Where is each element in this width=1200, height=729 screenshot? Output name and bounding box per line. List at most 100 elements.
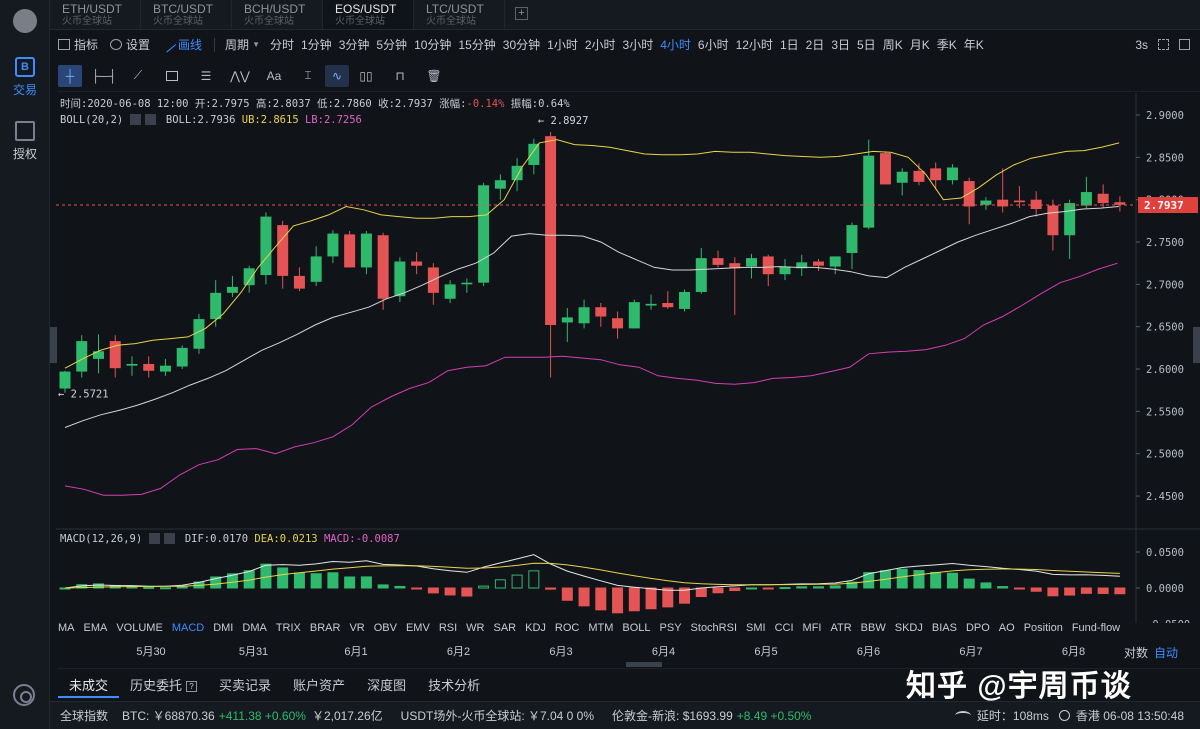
tab-eth-usdt[interactable]: ETH/USDT 火币全球站 — [50, 0, 141, 29]
period-option[interactable]: 30分钟 — [502, 38, 541, 52]
period-option[interactable]: 2日 — [805, 38, 825, 52]
period-option[interactable]: 3小时 — [622, 38, 654, 52]
indicator-tab[interactable]: Fund-flow — [1071, 622, 1121, 634]
indicator-tab[interactable]: DMI — [213, 622, 234, 634]
boll-settings-icon[interactable] — [129, 114, 141, 125]
settings-gear-icon[interactable] — [13, 684, 35, 706]
period-option[interactable]: 12小时 — [735, 38, 773, 52]
indicator-button[interactable]: 指标 — [58, 36, 98, 53]
tab-ltc-usdt[interactable]: LTC/USDT 火币全球站 — [414, 0, 505, 29]
indicator-tab[interactable]: KDJ — [525, 622, 546, 634]
lock-tool[interactable]: ⊓ — [383, 65, 417, 87]
left-collapse-handle[interactable] — [50, 327, 57, 363]
log-scale-button[interactable]: 对数 — [1124, 646, 1149, 660]
ruler-tool[interactable]: ⌶ — [291, 65, 325, 87]
indicator-tab[interactable]: EMA — [83, 622, 108, 634]
tab-technical-analysis[interactable]: 技术分析 — [428, 678, 481, 693]
tab-trade-records[interactable]: 买卖记录 — [219, 678, 272, 693]
expand-icon[interactable] — [1179, 39, 1190, 50]
settings-button[interactable]: 设置 — [110, 36, 150, 53]
indicator-tab[interactable]: MFI — [802, 622, 822, 634]
indicator-tab[interactable]: BOLL — [622, 622, 651, 634]
indicator-tab[interactable]: SMI — [746, 622, 766, 634]
indicator-tab[interactable]: CCI — [774, 622, 794, 634]
period-option[interactable]: 1分钟 — [301, 38, 332, 52]
boll-close-icon[interactable] — [144, 114, 156, 125]
macd-close-icon[interactable] — [163, 533, 175, 544]
rectangle-tool[interactable] — [155, 65, 189, 87]
tab-bch-usdt[interactable]: BCH/USDT 火币全球站 — [232, 0, 323, 29]
period-option[interactable]: 3日 — [831, 38, 850, 52]
fib-tool[interactable]: ☰ — [189, 65, 223, 87]
sidebar-item-trade[interactable]: B 交易 — [0, 57, 50, 98]
period-option[interactable]: 1日 — [779, 38, 799, 52]
indicator-tab[interactable]: DMA — [242, 622, 267, 634]
tab-eos-usdt[interactable]: EOS/USDT 火币全球站 — [323, 0, 414, 29]
chart-area[interactable]: 2.90002.85002.80002.75002.70002.65002.60… — [56, 93, 1200, 623]
tab-account-assets[interactable]: 账户资产 — [293, 678, 346, 693]
refresh-interval[interactable]: 3s — [1135, 37, 1148, 52]
price-tick-label: 2.5000 — [1146, 449, 1184, 461]
bars-tool[interactable]: ▯▯ — [349, 65, 383, 87]
delete-tool[interactable]: 🗑 — [417, 65, 451, 87]
period-option[interactable]: 月K — [909, 38, 930, 52]
indicator-tab[interactable]: WR — [466, 622, 485, 634]
indicator-tab[interactable]: BBW — [860, 622, 886, 634]
sidebar-item-authorize[interactable]: 授权 — [0, 121, 50, 162]
magnet-tool[interactable]: ∿ — [325, 64, 349, 87]
period-dropdown[interactable]: 周期 ▼ — [225, 36, 260, 53]
macd-settings-icon[interactable] — [148, 533, 160, 544]
period-option[interactable]: 5日 — [857, 38, 876, 52]
fullscreen-icon[interactable] — [1158, 39, 1169, 50]
panel-resize-handle[interactable] — [626, 662, 662, 667]
period-option[interactable]: 6小时 — [697, 38, 729, 52]
period-option[interactable]: 2小时 — [584, 38, 616, 52]
tab-open-orders[interactable]: 未成交 — [58, 669, 120, 698]
tab-depth-chart[interactable]: 深度图 — [367, 678, 407, 693]
period-option[interactable]: 10分钟 — [414, 38, 452, 52]
indicator-tab[interactable]: EMV — [405, 622, 430, 634]
period-option[interactable]: 分时 — [269, 38, 294, 52]
indicator-tab[interactable]: RSI — [438, 622, 458, 634]
trend-line-tool[interactable]: ⟋ — [121, 65, 155, 87]
period-option[interactable]: 周K — [882, 38, 903, 52]
indicator-tab[interactable]: Position — [1023, 622, 1063, 634]
crosshair-tool[interactable]: ┼ — [58, 64, 82, 87]
period-option[interactable]: 4小时 — [660, 38, 691, 52]
tab-btc-usdt[interactable]: BTC/USDT 火币全球站 — [141, 0, 232, 29]
period-option[interactable]: 15分钟 — [458, 38, 496, 52]
indicator-tab[interactable]: StochRSI — [690, 622, 738, 634]
add-tab-button[interactable]: + — [515, 7, 528, 20]
indicator-tab[interactable]: PSY — [659, 622, 682, 634]
indicator-tab[interactable]: DPO — [965, 622, 990, 634]
indicator-tab[interactable]: ROC — [554, 622, 580, 634]
period-option[interactable]: 年K — [963, 38, 984, 52]
horizontal-line-tool[interactable]: ├─┤ — [87, 65, 121, 87]
wave-tool[interactable]: ⋀⋁ — [223, 65, 257, 87]
indicator-tab[interactable]: VR — [349, 622, 365, 634]
indicator-tab[interactable]: MACD — [171, 622, 205, 634]
indicator-tab[interactable]: BIAS — [931, 622, 957, 634]
indicator-tab[interactable]: MA — [58, 622, 75, 634]
indicator-tab[interactable]: MTM — [588, 622, 614, 634]
period-option[interactable]: 1小时 — [547, 38, 578, 52]
global-index-label[interactable]: 全球指数 — [60, 709, 109, 723]
indicator-tab[interactable]: SAR — [493, 622, 517, 634]
date-tick-label: 6月5 — [754, 646, 778, 658]
indicator-tab[interactable]: TRIX — [275, 622, 301, 634]
period-option[interactable]: 5分钟 — [376, 38, 408, 52]
right-collapse-handle[interactable] — [1193, 327, 1200, 363]
text-tool[interactable]: Aa — [257, 65, 291, 87]
indicator-tab[interactable]: VOLUME — [116, 622, 163, 634]
tab-order-history[interactable]: 历史委托? — [119, 669, 208, 698]
indicator-tab[interactable]: AO — [998, 622, 1015, 634]
auto-scale-button[interactable]: 自动 — [1154, 646, 1179, 660]
indicator-tab[interactable]: ATR — [830, 622, 852, 634]
period-option[interactable]: 季K — [936, 38, 957, 52]
draw-line-button[interactable]: 画线 — [159, 36, 202, 53]
indicator-tab[interactable]: BRAR — [309, 622, 341, 634]
help-icon[interactable]: ? — [186, 681, 198, 692]
period-option[interactable]: 3分钟 — [338, 38, 370, 52]
indicator-tab[interactable]: SKDJ — [894, 622, 923, 634]
indicator-tab[interactable]: OBV — [373, 622, 397, 634]
